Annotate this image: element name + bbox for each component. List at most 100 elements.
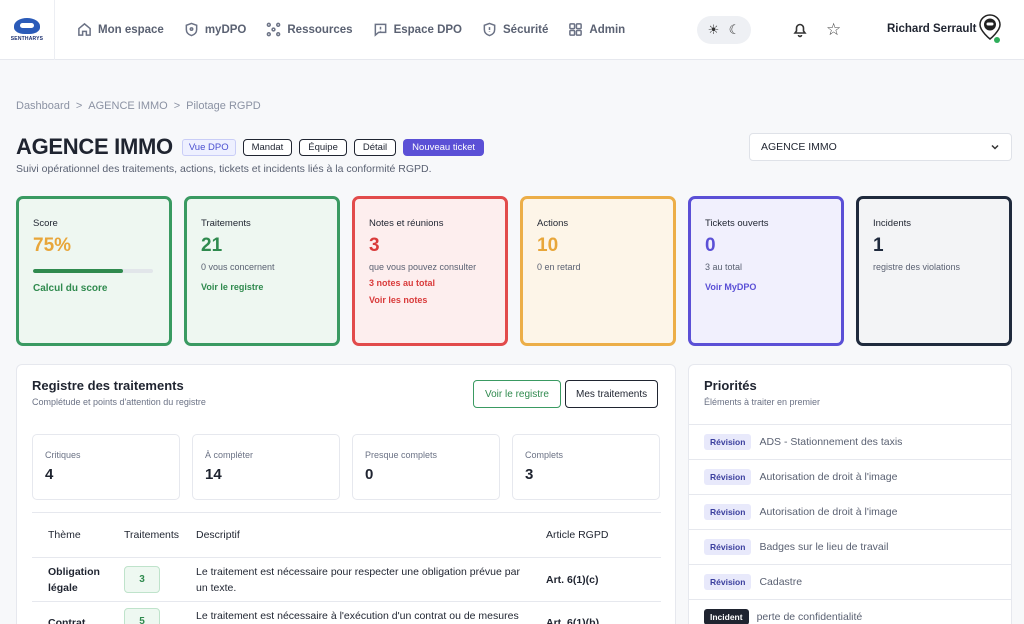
registre-subtitle: Complétude et points d'attention du regi…	[32, 397, 206, 407]
stat-label: Presque complets	[365, 450, 438, 460]
stat-presque-complets: Presque complets 0	[352, 434, 500, 500]
nav-item-admin[interactable]: Admin	[558, 0, 635, 60]
priorites-title: Priorités	[704, 378, 757, 393]
page-subtitle: Suivi opérationnel des traitements, acti…	[16, 163, 432, 175]
kpi-label: Traitements	[201, 218, 251, 229]
kpi-link[interactable]: Calcul du score	[33, 283, 108, 294]
user-name[interactable]: Richard Serrault	[887, 23, 977, 35]
kpi-actions-card[interactable]: Actions 10 0 en retard	[520, 196, 676, 346]
logo-icon	[14, 17, 40, 34]
kpi-label: Incidents	[873, 218, 912, 229]
nav-item-espace-dpo[interactable]: Espace DPO	[363, 0, 472, 60]
priority-tag: Révision	[704, 504, 752, 520]
priority-label: Autorisation de droit à l'image	[759, 471, 898, 483]
nav-item-mon-espace[interactable]: Mon espace	[67, 0, 174, 60]
chevron-down-icon	[991, 144, 999, 150]
top-navigation: SENTHARYS Mon espace myDPO Ressources Es…	[0, 0, 1024, 60]
kpi-incidents-card[interactable]: Incidents 1 registre des violations	[856, 196, 1012, 346]
kpi-tickets-card[interactable]: Tickets ouverts 0 3 au total Voir MyDPO	[688, 196, 844, 346]
column-article[interactable]: Article RGPD	[546, 529, 609, 541]
grid-icon	[569, 23, 583, 36]
avatar[interactable]	[978, 14, 1002, 44]
breadcrumb-current: Pilotage RGPD	[186, 100, 261, 112]
priority-item[interactable]: Révision Cadastre	[689, 564, 1011, 599]
table-header: Thème Traitements Descriptif Article RGP…	[32, 512, 661, 558]
chat-icon	[374, 23, 386, 37]
column-descriptif[interactable]: Descriptif	[196, 529, 240, 541]
kpi-sub: 0 vous concernent	[201, 262, 275, 272]
moon-icon[interactable]: ☾	[728, 22, 741, 37]
row-theme: Contrat	[48, 617, 86, 624]
priority-item[interactable]: Révision Autorisation de droit à l'image	[689, 494, 1011, 529]
page-title: AGENCE IMMO	[16, 134, 173, 159]
row-article: Art. 6(1)(c)	[546, 573, 599, 586]
kpi-value: 3	[369, 235, 380, 256]
breadcrumb: Dashboard > AGENCE IMMO > Pilotage RGPD	[16, 100, 261, 112]
nav-item-securite[interactable]: Sécurité	[472, 0, 558, 60]
star-icon[interactable]: ☆	[826, 20, 842, 39]
priority-item[interactable]: Révision ADS - Stationnement des taxis	[689, 424, 1011, 459]
breadcrumb-dashboard[interactable]: Dashboard	[16, 100, 70, 112]
row-description: Le traitement est nécessaire à l'exécuti…	[196, 610, 519, 622]
breadcrumb-agence[interactable]: AGENCE IMMO	[88, 100, 168, 112]
kpi-traitements-card[interactable]: Traitements 21 0 vous concernent Voir le…	[184, 196, 340, 346]
kpi-sub: que vous pouvez consulter	[369, 262, 477, 272]
kpi-link[interactable]: Voir MyDPO	[705, 282, 757, 292]
kpi-label: Notes et réunions	[369, 218, 444, 229]
stat-value: 0	[365, 466, 374, 483]
column-traitements[interactable]: Traitements	[124, 529, 180, 541]
nav-item-mydpo[interactable]: myDPO	[174, 0, 257, 60]
nav-item-ressources[interactable]: Ressources	[256, 0, 362, 60]
my-treatments-button[interactable]: Mes traitements	[565, 380, 659, 408]
kpi-value: 1	[873, 235, 884, 256]
priority-item[interactable]: Incident perte de confidentialité	[689, 599, 1011, 624]
priority-label: ADS - Stationnement des taxis	[759, 436, 903, 448]
registre-title: Registre des traitements	[32, 378, 184, 393]
chip-equipe[interactable]: Équipe	[299, 138, 347, 156]
page-header: AGENCE IMMO Vue DPO Mandat Équipe Détail…	[16, 134, 485, 160]
row-article: Art. 6(1)(b)	[546, 617, 600, 624]
column-theme[interactable]: Thème	[48, 529, 81, 541]
sun-icon[interactable]: ☀	[707, 22, 720, 37]
nav-label: Ressources	[287, 23, 353, 36]
new-ticket-button[interactable]: Nouveau ticket	[403, 138, 485, 156]
row-count[interactable]: 3	[124, 566, 160, 593]
kpi-value: 21	[201, 235, 223, 256]
stat-complets: Complets 3	[512, 434, 660, 500]
bell-icon[interactable]	[792, 21, 808, 38]
priority-item[interactable]: Révision Badges sur le lieu de travail	[689, 529, 1011, 564]
organization-select[interactable]: AGENCE IMMO	[749, 133, 1012, 161]
organization-select-value: AGENCE IMMO	[761, 141, 837, 153]
kpi-sub: 0 en retard	[537, 262, 581, 272]
kpi-sub: registre des violations	[873, 262, 961, 272]
priority-tag: Incident	[704, 609, 749, 624]
priority-label: perte de confidentialité	[756, 611, 863, 623]
row-count-cell: 3	[124, 566, 196, 593]
view-registre-button[interactable]: Voir le registre	[473, 380, 561, 408]
kpi-alert: 3 notes au total	[369, 278, 436, 288]
kpi-sub: 3 au total	[705, 262, 743, 272]
chip-detail[interactable]: Détail	[353, 138, 397, 156]
priority-tag: Révision	[704, 574, 752, 590]
row-theme: Obligation légale	[48, 565, 100, 594]
kpi-link[interactable]: Voir le registre	[201, 282, 264, 292]
row-description: Le traitement est nécessaire pour respec…	[196, 565, 520, 594]
shield-icon	[185, 22, 198, 37]
stat-value: 3	[525, 466, 534, 483]
kpi-label: Actions	[537, 218, 569, 229]
row-count[interactable]: 5	[124, 608, 160, 624]
score-progress-fill	[33, 269, 123, 273]
kpi-link[interactable]: Voir les notes	[369, 295, 428, 305]
priority-item[interactable]: Révision Autorisation de droit à l'image	[689, 459, 1011, 494]
kpi-score-card[interactable]: Score 75% Calcul du score	[16, 196, 172, 346]
chip-mandat[interactable]: Mandat	[242, 138, 293, 156]
theme-toggle[interactable]: ☀ ☾	[697, 16, 751, 44]
home-icon	[78, 22, 91, 36]
priority-tag: Révision	[704, 434, 752, 450]
table-row[interactable]: Obligation légale 3 Le traitement est né…	[32, 558, 661, 602]
stat-critiques: Critiques 4	[32, 434, 180, 500]
table-row[interactable]: Contrat 5 Le traitement est nécessaire à…	[32, 602, 661, 624]
kpi-notes-card[interactable]: Notes et réunions 3 que vous pouvez cons…	[352, 196, 508, 346]
row-count-cell: 5	[124, 608, 196, 624]
brand-logo[interactable]: SENTHARYS	[0, 0, 55, 60]
